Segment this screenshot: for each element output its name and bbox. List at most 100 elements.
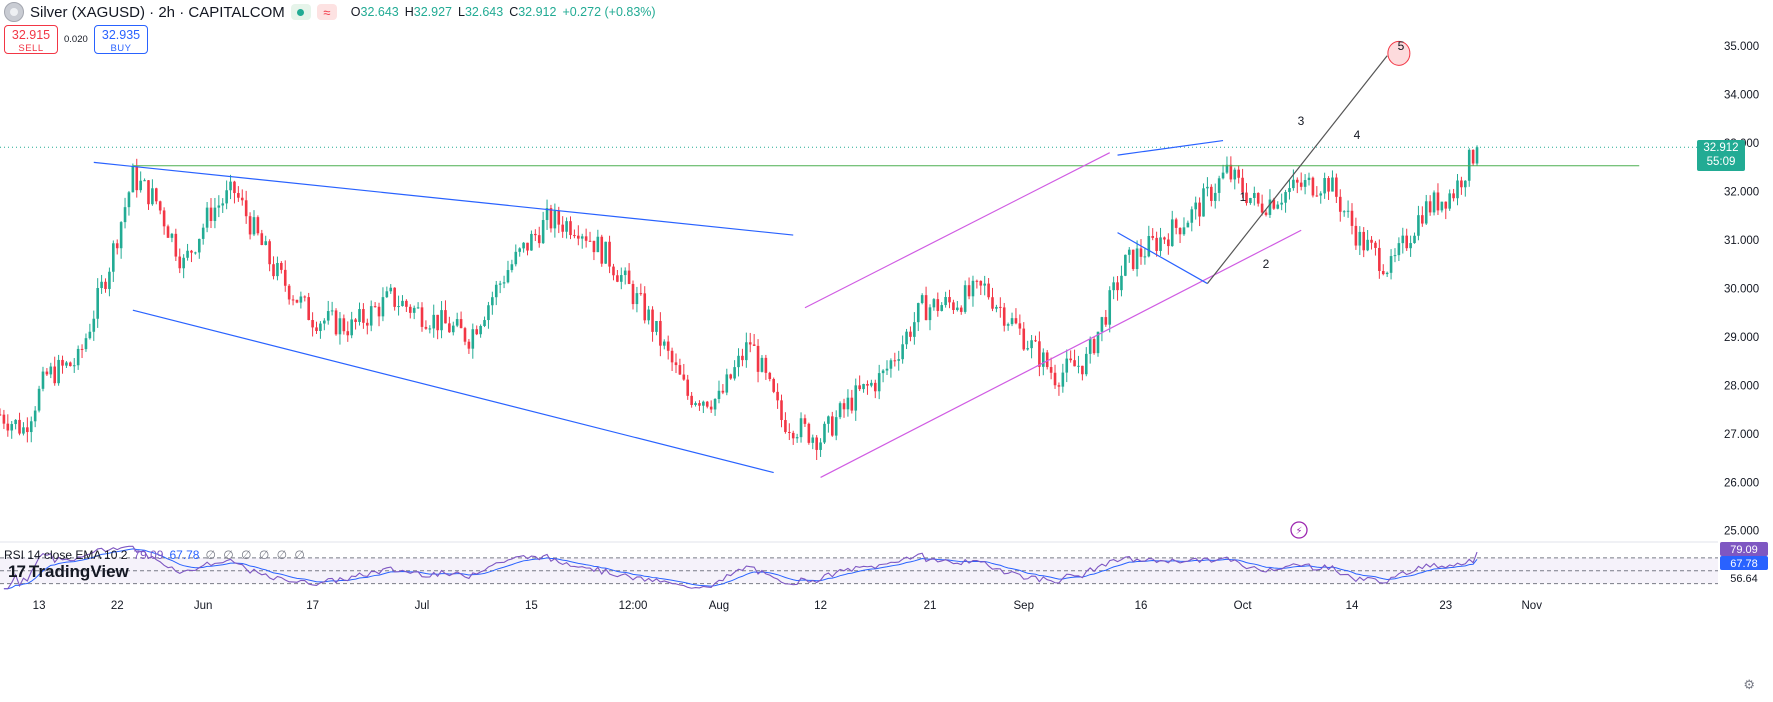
candle-body-235 [916, 303, 920, 323]
tradingview-logo-icon: 17 [8, 562, 26, 581]
candle-body-363 [1417, 215, 1420, 236]
candle-body-243 [948, 297, 951, 303]
candle-body-94 [366, 322, 369, 326]
candle-body-133 [518, 248, 521, 252]
candle-body-87 [338, 318, 342, 335]
time-tick-label-14: 23 [1439, 600, 1452, 612]
candle-body-156 [608, 241, 611, 267]
candle-body-314 [1225, 164, 1229, 173]
candle-body-295 [1151, 236, 1155, 238]
candle-body-224 [873, 382, 877, 392]
candle-body-239 [932, 299, 936, 308]
candle-body-261 [1018, 323, 1022, 329]
candle-body-345 [1346, 210, 1350, 212]
candle-body-279 [1088, 339, 1092, 354]
candle-body-332 [1295, 179, 1299, 183]
chart-settings-gear-icon[interactable]: ⚙ [1743, 677, 1755, 692]
candle-body-335 [1307, 177, 1311, 181]
candle-body-275 [1073, 360, 1076, 367]
candle-body-370 [1444, 201, 1448, 209]
price-tick-label-10: 35.000 [1724, 41, 1759, 53]
candle-body-16 [61, 359, 64, 366]
candle-body-98 [381, 297, 385, 317]
candle-body-284 [1108, 290, 1112, 325]
candle-body-176 [686, 379, 690, 396]
candle-body-200 [780, 400, 783, 421]
candle-body-130 [506, 270, 510, 283]
candle-body-374 [1460, 180, 1463, 188]
candle-body-109 [424, 326, 428, 329]
hidden-plot-icons[interactable]: ∅ ∅ ∅ ∅ ∅ ∅ [205, 548, 307, 562]
bar-countdown: 55:09 [1706, 156, 1736, 168]
candle-body-223 [870, 382, 873, 386]
candle-body-193 [752, 344, 756, 346]
candle-body-181 [705, 401, 709, 407]
candle-body-360 [1405, 235, 1408, 249]
candle-body-247 [963, 285, 967, 312]
candle-body-322 [1256, 192, 1260, 204]
candle-body-119 [463, 328, 467, 342]
candle-body-35 [135, 166, 139, 191]
rsi-badge-2: 56.64 [1730, 573, 1758, 585]
candle-body-375 [1464, 180, 1467, 188]
candle-body-38 [147, 180, 150, 205]
candle-body-23 [88, 331, 92, 339]
candle-body-278 [1084, 353, 1088, 375]
candle-body-159 [619, 275, 623, 282]
candle-body-124 [483, 320, 486, 326]
price-tick-label-2: 27.000 [1724, 429, 1759, 441]
candle-body-339 [1323, 178, 1326, 194]
candle-body-328 [1280, 202, 1283, 205]
symbol-title[interactable]: Silver (XAGUSD) · 2h · CAPITALCOM [30, 3, 285, 21]
candle-body-145 [565, 221, 568, 232]
candle-body-110 [428, 328, 432, 330]
candle-body-373 [1456, 180, 1459, 199]
buy-button[interactable]: 32.935 BUY [94, 25, 148, 54]
candle-body-64 [248, 216, 252, 235]
candle-body-131 [510, 264, 514, 271]
candle-body-205 [799, 418, 803, 438]
ohlc-open-key: O [350, 5, 361, 19]
candle-body-244 [952, 302, 955, 311]
time-tick-label-9: 21 [924, 600, 937, 612]
candle-body-305 [1190, 209, 1194, 223]
candle-body-91 [354, 319, 357, 322]
candle-body-282 [1100, 317, 1104, 332]
data-delay-icon[interactable]: ≈ [316, 4, 337, 20]
candle-body-89 [346, 331, 350, 336]
candle-body-306 [1194, 202, 1197, 210]
candle-body-263 [1026, 348, 1029, 350]
candle-body-352 [1374, 242, 1377, 248]
candle-body-219 [854, 385, 858, 411]
candle-body-311 [1213, 192, 1217, 201]
candle-body-359 [1401, 235, 1405, 244]
rsi-badge-1: 67.78 [1730, 558, 1758, 570]
rsi-legend[interactable]: RSI 14 close EMA 10 2 79.09 67.78 ∅ ∅ ∅ … [4, 548, 307, 562]
sell-price: 32.915 [11, 28, 51, 42]
candle-body-68 [264, 241, 268, 245]
candle-body-260 [1014, 318, 1018, 324]
candle-body-212 [827, 416, 830, 424]
candle-body-115 [448, 323, 451, 333]
candle-body-190 [741, 355, 744, 361]
candle-body-236 [920, 295, 924, 304]
time-tick-label-3: 17 [306, 600, 319, 612]
market-open-icon[interactable] [290, 4, 311, 20]
candle-body-206 [803, 418, 807, 424]
candle-body-344 [1342, 211, 1346, 213]
candle-body-34 [131, 166, 135, 193]
candle-body-52 [201, 227, 205, 239]
candle-body-272 [1061, 372, 1065, 387]
candle-body-3 [10, 424, 14, 431]
candle-body-63 [244, 200, 248, 217]
candle-body-106 [412, 307, 416, 313]
candle-body-262 [1022, 328, 1026, 350]
candle-body-348 [1358, 231, 1362, 246]
candle-body-40 [155, 188, 158, 202]
sell-button[interactable]: 32.915 SELL [4, 25, 58, 54]
tradingview-logo[interactable]: 17 TradingView [8, 562, 129, 582]
candle-body-298 [1163, 237, 1166, 240]
candle-body-299 [1167, 239, 1170, 247]
candle-body-36 [139, 180, 142, 191]
